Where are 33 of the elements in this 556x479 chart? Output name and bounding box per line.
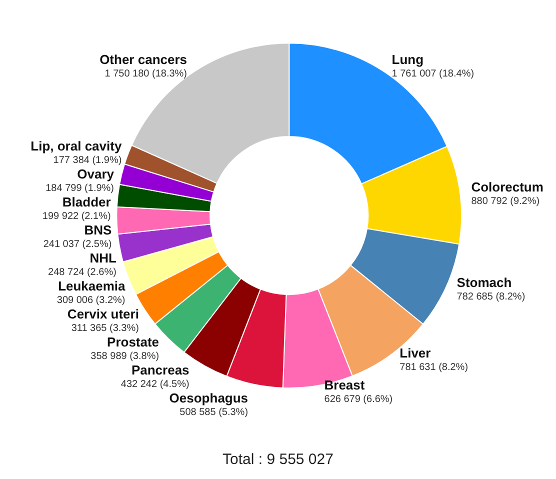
- slice-label: Bladder: [62, 194, 111, 210]
- slice-label: BNS: [84, 222, 112, 238]
- data-label: 782 685 (8.2%): [456, 291, 526, 302]
- data-label: 1 761 007 (18.4%): [392, 68, 474, 80]
- data-label: 432 242 (4.5%): [120, 378, 190, 390]
- slice-label: Lung: [392, 52, 424, 68]
- data-label: 184 799 (1.9%): [46, 182, 114, 194]
- slice-label: Breast: [324, 377, 366, 392]
- data-label: 248 724 (2.6%): [48, 266, 116, 278]
- slice-label: Oesophagus: [169, 390, 248, 406]
- data-label: 358 989 (3.8%): [90, 350, 160, 362]
- slice-label: Liver: [400, 345, 431, 360]
- slice-label: Prostate: [107, 334, 160, 350]
- slice-label: Cervix uteri: [67, 306, 139, 322]
- data-label: 199 922 (2.1%): [42, 210, 111, 222]
- slice-label: NHL: [90, 250, 116, 266]
- data-label: 880 792 (9.2%): [471, 196, 540, 208]
- data-label: 781 631 (8.2%): [400, 362, 468, 373]
- data-label: 241 037 (2.5%): [43, 238, 112, 250]
- data-label: 508 585 (5.3%): [180, 406, 248, 418]
- slice-label: Leukaemia: [58, 278, 126, 294]
- text: Total : 9 555 027: [222, 451, 334, 468]
- slice-label: Lip, oral cavity: [30, 138, 122, 154]
- slice-label: Other cancers: [100, 52, 188, 67]
- slice-label: Colorectum: [471, 180, 544, 195]
- data-label: 311 365 (3.3%): [71, 322, 139, 334]
- data-label: 626 679 (6.6%): [324, 394, 393, 405]
- data-label: 177 384 (1.9%): [53, 154, 122, 166]
- data-label: 309 006 (3.2%): [56, 294, 126, 306]
- slice-label: Stomach: [456, 274, 512, 290]
- slice-label: Pancreas: [131, 362, 190, 378]
- data-label: 1 750 180 (18.3%): [104, 68, 188, 80]
- slice-label: Ovary: [77, 166, 115, 182]
